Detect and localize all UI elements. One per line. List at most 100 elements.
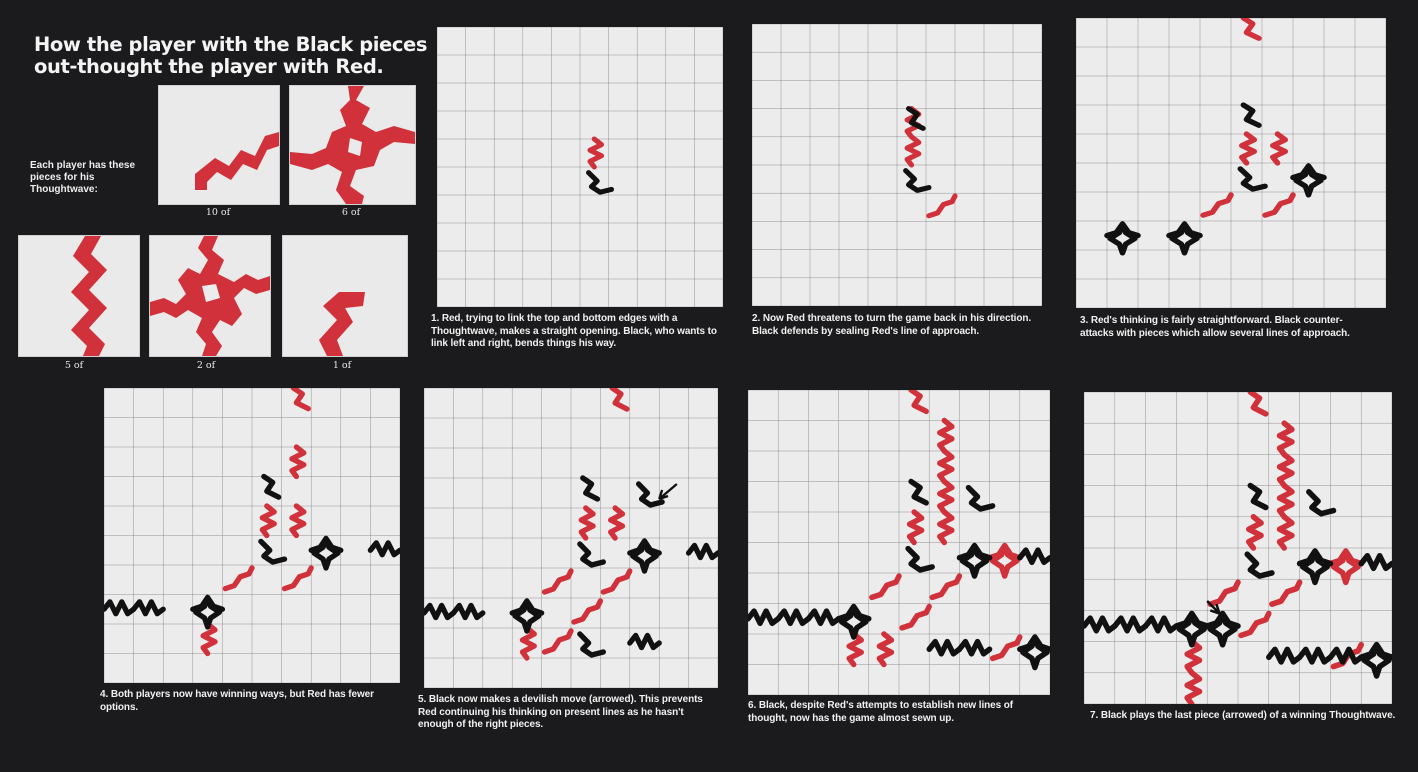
black-piece [1240, 102, 1262, 128]
red-piece [200, 621, 218, 657]
red-piece [1200, 192, 1234, 218]
red-piece [1276, 420, 1295, 458]
black-piece [956, 638, 993, 657]
black-piece [908, 478, 929, 506]
red-piece [609, 388, 630, 412]
black-piece [367, 540, 400, 558]
red-piece [1276, 451, 1295, 489]
red-piece [989, 634, 1023, 662]
black-piece [1204, 610, 1241, 648]
single-bend-piece-icon [319, 292, 365, 356]
black-piece [1237, 166, 1268, 192]
caption-step-6: 6. Black, despite Red's attempts to esta… [748, 700, 1013, 724]
red-piece [899, 603, 932, 631]
four-way-piece-tile [149, 235, 271, 357]
black-piece [130, 599, 166, 617]
black-piece [509, 598, 545, 634]
black-piece [190, 594, 226, 630]
board-grid [437, 27, 723, 307]
board-grid [1084, 392, 1392, 704]
black-piece [775, 608, 812, 627]
straight-wave-piece-tile [18, 235, 140, 357]
black-piece [1173, 610, 1210, 648]
black-piece [1327, 646, 1364, 665]
red-piece [937, 448, 955, 485]
red-piece [222, 565, 255, 592]
black-piece [580, 475, 601, 502]
red-piece [937, 509, 955, 546]
board-step-5 [424, 388, 718, 688]
board-step-4 [104, 388, 400, 683]
board-step-3 [1076, 18, 1386, 308]
red-piece [281, 565, 314, 592]
black-piece [1017, 634, 1050, 671]
cross-bend-piece-tile [289, 85, 416, 205]
red-piece [906, 509, 925, 546]
black-piece [1358, 641, 1392, 679]
black-piece [903, 168, 932, 193]
red-piece [1239, 131, 1258, 166]
black-piece [577, 631, 606, 658]
corner-pair-count: 10 of [205, 207, 231, 218]
single-bend-count: 1 of [332, 360, 352, 371]
black-piece [748, 608, 781, 627]
red-piece [587, 136, 605, 170]
board-grid [1076, 18, 1386, 308]
red-piece [1246, 513, 1264, 551]
black-piece [1306, 489, 1337, 517]
red-piece [289, 444, 307, 480]
red-piece [1184, 638, 1203, 676]
black-piece [258, 538, 288, 565]
red-piece [608, 505, 626, 541]
red-piece [908, 390, 929, 415]
black-piece [926, 638, 963, 657]
black-piece [1290, 163, 1327, 198]
board-grid [752, 24, 1042, 306]
black-piece [835, 603, 872, 640]
title-line-2: out-thought the player with Red. [34, 55, 384, 78]
red-piece [290, 388, 311, 412]
move-arrow-icon [658, 483, 678, 501]
black-piece [1142, 615, 1180, 634]
black-piece [1244, 551, 1275, 579]
caption-step-4: 4. Both players now have winning ways, b… [100, 689, 374, 713]
red-piece [1276, 482, 1295, 520]
red-piece [541, 628, 574, 655]
black-piece [450, 602, 486, 621]
red-piece [937, 478, 955, 515]
black-piece [627, 538, 662, 574]
red-piece [1184, 669, 1203, 704]
black-piece [424, 602, 457, 621]
black-piece [685, 542, 718, 561]
caption-step-2: 2. Now Red threatens to turn the game ba… [752, 313, 1032, 337]
pieces-intro: Each player has these pieces for his Tho… [30, 160, 136, 195]
red-piece [876, 631, 895, 668]
black-piece [1166, 221, 1203, 256]
caption-step-5: 5. Black now makes a devilish move (arro… [418, 694, 703, 730]
black-piece [905, 545, 935, 573]
black-piece [104, 599, 137, 617]
black-piece [1296, 646, 1334, 665]
black-piece [956, 542, 993, 579]
black-piece [1266, 646, 1303, 665]
red-piece [929, 573, 963, 601]
red-piece [1327, 548, 1364, 586]
red-piece [289, 503, 307, 539]
move-arrow-icon [1206, 600, 1221, 615]
black-piece [1017, 547, 1050, 566]
corner-pair-piece-tile [158, 85, 280, 205]
black-piece [635, 481, 665, 508]
board-step-7 [1084, 392, 1392, 704]
cross-bend-piece-icon [290, 86, 415, 204]
black-piece [577, 541, 606, 568]
black-piece [627, 632, 662, 651]
red-piece [986, 542, 1023, 579]
black-piece [965, 484, 996, 512]
page-title: How the player with the Black pieces out… [34, 34, 434, 78]
board-step-1 [437, 27, 723, 307]
corner-pair-piece-icon [195, 132, 279, 190]
red-piece [1269, 579, 1303, 607]
red-piece [519, 625, 537, 661]
red-piece [259, 503, 277, 539]
caption-step-7: 7. Black plays the last piece (arrowed) … [1090, 710, 1396, 721]
